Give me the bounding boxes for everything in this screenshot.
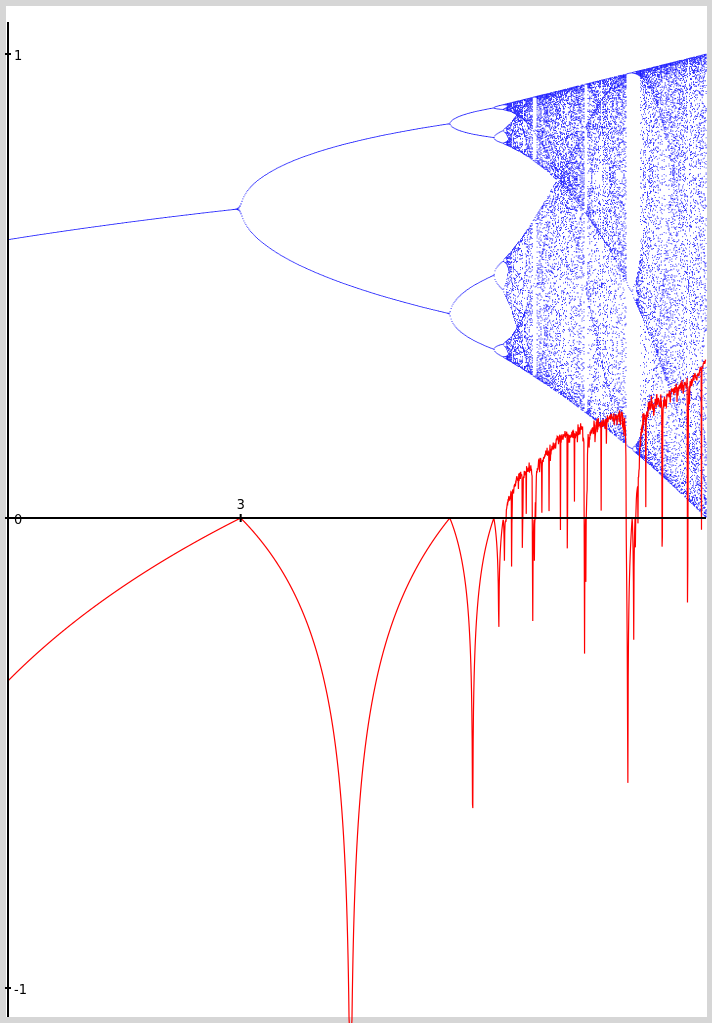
lyapunov-series [7, 359, 707, 1023]
y-tick-label: -1 [14, 983, 27, 998]
ticks: 1 0 -1 3 [5, 49, 245, 998]
x-tick-label: 3 [237, 498, 245, 513]
y-tick-label: 0 [14, 513, 22, 528]
axes [7, 22, 706, 1017]
y-tick-label: 1 [14, 49, 22, 64]
lyapunov-line [7, 359, 707, 1023]
